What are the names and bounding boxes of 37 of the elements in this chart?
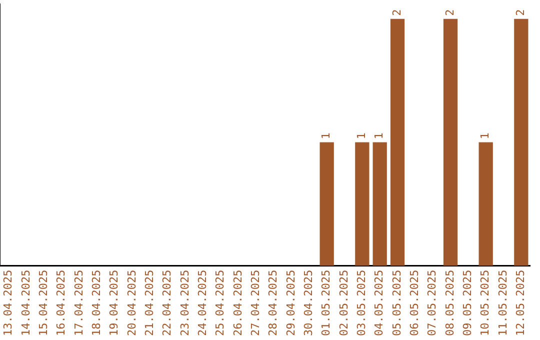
- x-tick-label: 27.04.2025: [249, 270, 262, 336]
- x-tick-label: 24.04.2025: [196, 270, 210, 336]
- x-tick-label: 25.04.2025: [214, 270, 227, 336]
- data-label: 1: [355, 132, 368, 140]
- data-label: 1: [372, 132, 386, 140]
- x-tick-label: 17.04.2025: [72, 270, 86, 336]
- x-tick-label: 20.04.2025: [125, 270, 138, 336]
- x-tick-label: 02.05.2025: [337, 270, 350, 336]
- x-tick-label: 16.04.2025: [54, 270, 68, 336]
- x-tick-label: 13.04.2025: [2, 270, 15, 336]
- x-tick-label: 18.04.2025: [90, 270, 104, 336]
- data-label: 1: [320, 132, 333, 140]
- x-tick-label: 26.04.2025: [231, 270, 244, 336]
- x-tick-label: 30.04.2025: [302, 270, 316, 336]
- data-label: 1: [478, 132, 492, 140]
- x-tick-label: 29.04.2025: [284, 270, 298, 336]
- x-tick-label: 03.05.2025: [355, 270, 368, 336]
- x-tick-label: 12.05.2025: [514, 270, 528, 336]
- x-tick-label: 05.05.2025: [390, 270, 404, 336]
- x-tick-label: 09.05.2025: [461, 270, 474, 336]
- x-tick-label: 10.05.2025: [478, 270, 492, 336]
- data-label: 2: [514, 9, 528, 16]
- x-tick-label: 06.05.2025: [408, 270, 422, 336]
- x-tick-label: 04.05.2025: [372, 270, 386, 336]
- x-tick-label: 07.05.2025: [426, 270, 439, 336]
- x-tick-label: 21.04.2025: [143, 270, 156, 336]
- x-tick-label: 01.05.2025: [320, 270, 333, 336]
- data-label: 2: [443, 9, 456, 16]
- x-tick-label: 15.04.2025: [37, 270, 50, 336]
- x-tick-label: 11.05.2025: [496, 270, 510, 336]
- x-tick-label: 22.04.2025: [160, 270, 174, 336]
- data-label: 2: [390, 9, 404, 16]
- x-tick-label: 28.04.2025: [266, 270, 280, 336]
- x-tick-label: 19.04.2025: [108, 270, 121, 336]
- x-tick-label: 23.04.2025: [178, 270, 192, 336]
- x-tick-label: 08.05.2025: [443, 270, 456, 336]
- x-tick-label: 14.04.2025: [19, 270, 32, 336]
